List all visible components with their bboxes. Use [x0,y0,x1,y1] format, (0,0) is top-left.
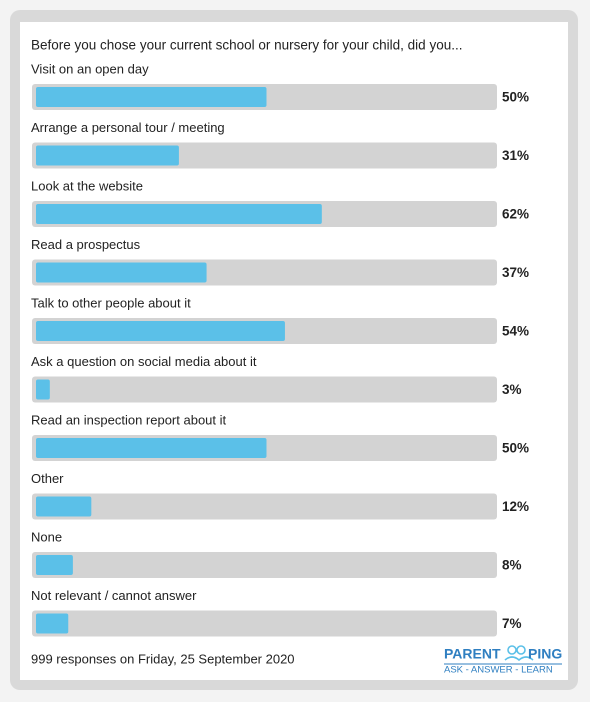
bar [36,379,50,400]
option-label: Arrange a personal tour / meeting [31,120,225,135]
option-label: Ask a question on social media about it [31,354,257,369]
footer: 999 responses on Friday, 25 September 20… [31,651,295,666]
bar-track [32,610,497,637]
value-label: 50% [502,441,529,456]
option-label: Read an inspection report about it [31,412,227,427]
bar [36,555,73,575]
bar [36,496,92,517]
bar-track [32,376,497,403]
option-label: Look at the website [31,178,143,193]
option-label: Other [31,471,64,486]
logo-tagline: ASK - ANSWER - LEARN [444,665,553,676]
bar-track [32,552,497,578]
logo-left: PARENT [444,646,501,662]
bar [36,438,267,458]
option-label: Not relevant / cannot answer [31,588,197,603]
value-label: 37% [502,265,529,280]
value-label: 7% [502,616,522,631]
value-label: 12% [502,499,529,514]
bar [36,87,267,107]
logo-right: PING [528,646,562,662]
bar [36,321,285,341]
bar [36,262,207,283]
value-label: 50% [502,90,529,105]
option-label: Read a prospectus [31,237,141,252]
bar [36,613,69,634]
bar [36,204,322,224]
value-label: 31% [502,148,529,163]
logo-icon [504,645,534,662]
poll-title: Before you chose your current school or … [31,38,462,53]
value-label: 8% [502,558,522,573]
value-label: 62% [502,207,529,222]
value-label: 3% [502,382,522,397]
option-label: None [31,529,62,544]
value-label: 54% [502,324,529,339]
option-label: Visit on an open day [31,61,149,76]
bar-track [32,493,497,520]
bar [36,145,179,166]
option-label: Talk to other people about it [31,295,191,310]
